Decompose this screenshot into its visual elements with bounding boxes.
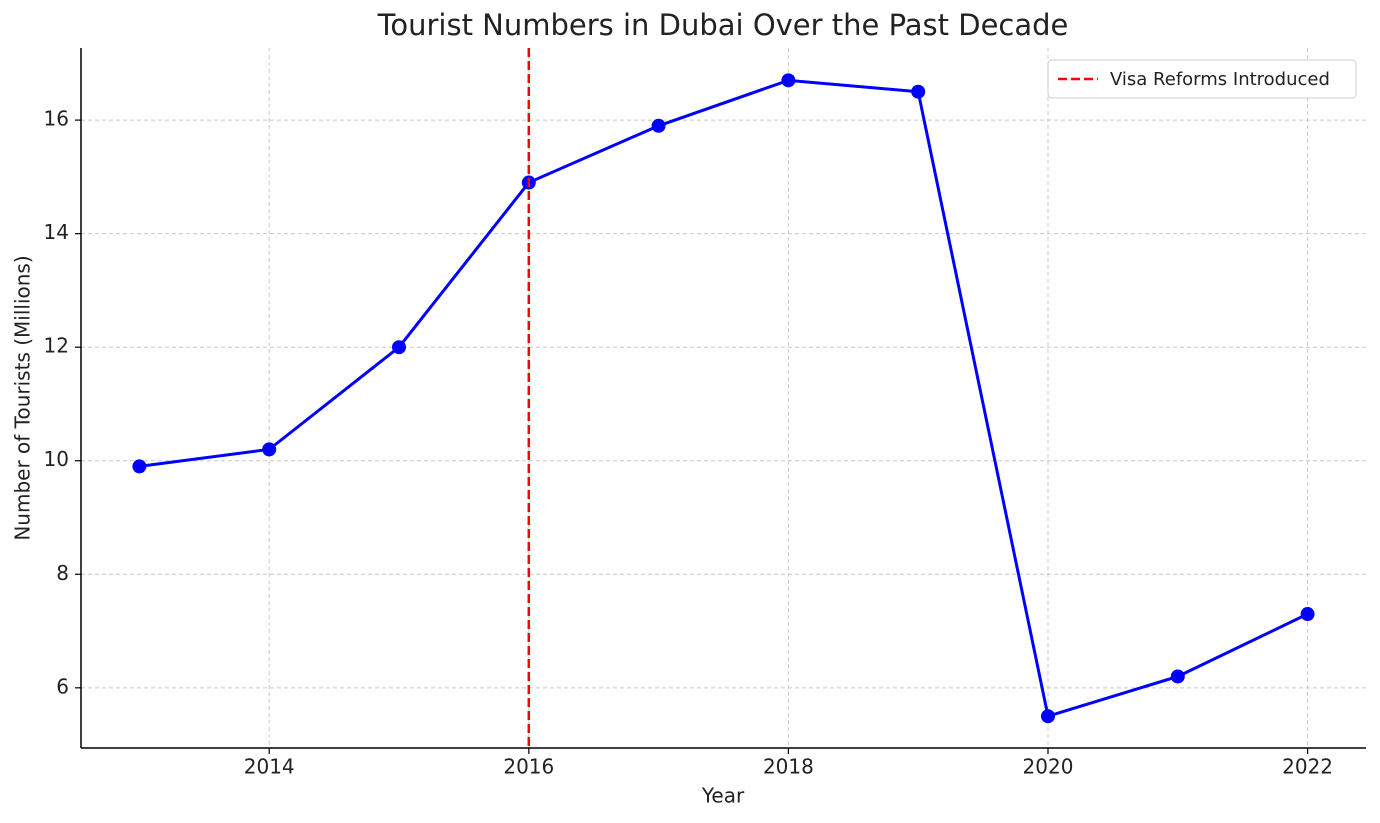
data-point <box>262 442 277 457</box>
x-axis-label: Year <box>701 784 745 808</box>
legend-label: Visa Reforms Introduced <box>1110 69 1330 90</box>
y-axis-label: Number of Tourists (Millions) <box>11 255 35 540</box>
x-tick-label: 2018 <box>763 755 814 779</box>
data-point <box>911 84 926 99</box>
x-tick-label: 2020 <box>1023 755 1074 779</box>
y-tick-label: 10 <box>44 447 69 471</box>
data-point <box>781 73 796 88</box>
data-point <box>1170 669 1185 684</box>
y-tick-label: 6 <box>56 674 69 698</box>
y-tick-label: 8 <box>56 561 69 585</box>
legend-box <box>1047 59 1357 99</box>
chart-title: Tourist Numbers in Dubai Over the Past D… <box>377 8 1069 42</box>
y-tick-label: 12 <box>44 334 69 358</box>
data-point <box>392 340 407 355</box>
data-point <box>651 118 666 133</box>
x-tick-label: 2016 <box>503 755 554 779</box>
x-tick-label: 2014 <box>244 755 295 779</box>
data-line <box>139 78 1309 719</box>
y-tick-label: 16 <box>44 107 69 131</box>
x-tick-label: 2022 <box>1282 755 1333 779</box>
data-point <box>132 459 147 474</box>
data-point <box>1300 607 1315 622</box>
y-tick-label: 14 <box>44 220 69 244</box>
data-point <box>1040 709 1055 724</box>
